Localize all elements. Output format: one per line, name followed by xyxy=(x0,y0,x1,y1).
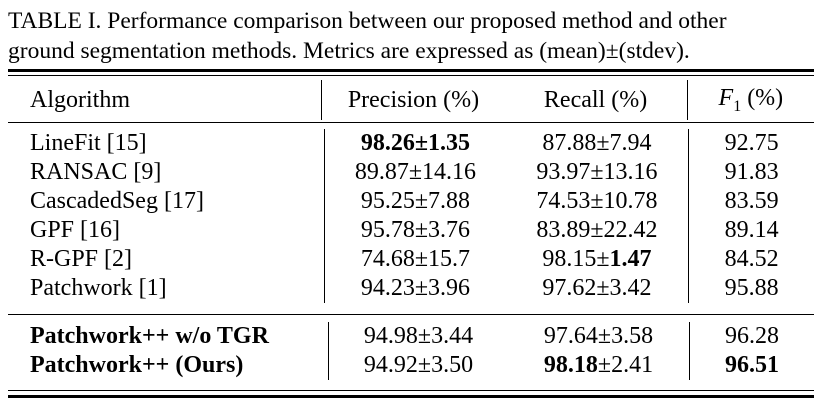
cell-precision: 95.78±3.76 xyxy=(360,217,471,243)
cell-f1: 96.51 xyxy=(724,352,779,378)
table-row: GPF [16] 95.78±3.76 83.89±22.42 89.14 xyxy=(8,216,814,245)
cell-precision: 94.23±3.96 xyxy=(360,275,471,301)
top-rule-thin xyxy=(8,75,814,77)
cell-precision: 94.92±3.50 xyxy=(363,352,474,378)
top-rule-thick xyxy=(8,69,814,72)
cell-algorithm: GPF [16] xyxy=(8,216,326,245)
header-f1: F1 (%) xyxy=(687,80,814,120)
f1-subscript: 1 xyxy=(733,97,742,115)
cell-precision: 74.68±15.7 xyxy=(360,246,471,272)
cell-f1: 84.52 xyxy=(724,246,779,272)
caption-line-2: ground segmentation methods. Metrics are… xyxy=(8,38,690,64)
table-row: RANSAC [9] 89.87±14.16 93.97±13.16 91.83 xyxy=(8,158,814,187)
table-body-baselines: LineFit [15] 98.26±1.35 87.88±7.94 92.75… xyxy=(8,129,814,303)
cell-recall: 83.89±22.42 xyxy=(505,216,690,245)
cell-algorithm: Patchwork++ w/o TGR xyxy=(8,322,329,351)
bottom-rule-thin xyxy=(8,390,814,392)
table-row: CascadedSeg [17] 95.25±7.88 74.53±10.78 … xyxy=(8,187,814,216)
cell-f1: 91.83 xyxy=(724,159,779,185)
table-row: Patchwork++ (Ours) 94.92±3.50 98.18±2.41… xyxy=(8,351,814,380)
table-row: Patchwork [1] 94.23±3.96 97.62±3.42 95.8… xyxy=(8,274,814,303)
table-row: LineFit [15] 98.26±1.35 87.88±7.94 92.75 xyxy=(8,129,814,158)
cell-f1: 83.59 xyxy=(724,188,779,214)
table-body-ours: Patchwork++ w/o TGR 94.98±3.44 97.64±3.5… xyxy=(8,322,814,380)
table-header: Algorithm Precision (%) Recall (%) F1 (%… xyxy=(8,80,814,120)
header-recall: Recall (%) xyxy=(504,80,688,120)
bottom-rule-thick xyxy=(8,395,814,398)
header-precision: Precision (%) xyxy=(347,86,480,113)
cell-f1: 96.28 xyxy=(724,323,779,349)
cell-precision: 95.25±7.88 xyxy=(360,188,471,214)
cell-f1: 89.14 xyxy=(724,217,779,243)
cell-algorithm: Patchwork++ (Ours) xyxy=(8,351,329,380)
cell-algorithm: R-GPF [2] xyxy=(8,245,326,274)
cell-recall: 74.53±10.78 xyxy=(505,187,690,216)
table-row: Patchwork++ w/o TGR 94.98±3.44 97.64±3.5… xyxy=(8,322,814,351)
cell-recall: 97.62±3.42 xyxy=(505,274,690,303)
header-algorithm: Algorithm xyxy=(8,80,323,120)
cell-algorithm: Patchwork [1] xyxy=(8,274,326,303)
cell-recall: 97.64±3.58 xyxy=(508,322,690,351)
cell-precision: 98.26±1.35 xyxy=(360,130,471,156)
header-rule xyxy=(8,122,814,124)
cell-algorithm: CascadedSeg [17] xyxy=(8,187,326,216)
cell-f1: 95.88 xyxy=(724,275,779,301)
table-caption: TABLE I. Performance comparison between … xyxy=(8,6,814,66)
f1-symbol: F1 xyxy=(718,84,742,115)
caption-line-1: TABLE I. Performance comparison between … xyxy=(8,8,727,34)
cell-precision: 89.87±14.16 xyxy=(354,159,477,185)
cell-recall: 93.97±13.16 xyxy=(505,158,690,187)
f1-unit: (%) xyxy=(741,84,784,111)
cell-recall: 98.15±1.47 xyxy=(505,245,690,274)
cell-recall: 87.88±7.94 xyxy=(505,129,690,158)
cell-f1: 92.75 xyxy=(724,130,779,156)
cell-algorithm: RANSAC [9] xyxy=(8,158,326,187)
cell-recall: 98.18±2.41 xyxy=(508,351,690,380)
table-row: R-GPF [2] 74.68±15.7 98.15±1.47 84.52 xyxy=(8,245,814,274)
cell-algorithm: LineFit [15] xyxy=(8,129,326,158)
cell-precision: 94.98±3.44 xyxy=(363,323,474,349)
group-rule xyxy=(8,314,814,316)
